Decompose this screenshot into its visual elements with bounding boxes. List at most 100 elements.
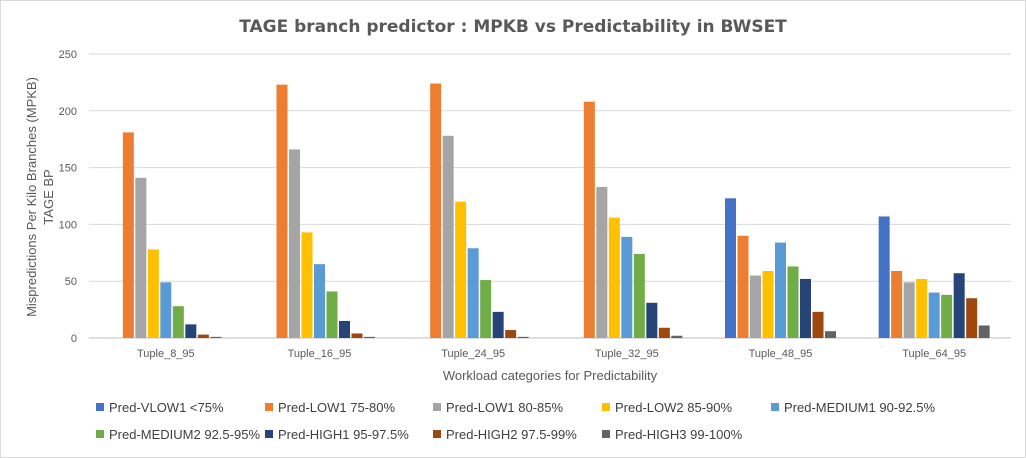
x-tick-label: Tuple_64_95 <box>902 348 966 360</box>
y-tick-label: 50 <box>65 276 77 288</box>
legend-item: Pred-MEDIUM2 92.5-95% <box>96 427 260 442</box>
legend-item: Pred-MEDIUM1 90-92.5% <box>771 400 935 415</box>
legend-item: Pred-HIGH1 95-97.5% <box>265 427 409 442</box>
legend-swatch <box>602 430 610 438</box>
chart-title: TAGE branch predictor : MPKB vs Predicta… <box>239 17 787 37</box>
bar <box>903 282 915 338</box>
bar <box>941 294 953 338</box>
x-tick-label: Tuple_16_95 <box>288 348 352 360</box>
y-tick-labels: 0 50 100 150 200 250 <box>59 49 77 345</box>
bar <box>339 320 350 338</box>
bar <box>351 333 363 338</box>
bar <box>812 311 824 338</box>
legend-swatch <box>602 403 610 411</box>
bar <box>147 249 159 338</box>
x-axis-label: Workload categories for Predictability <box>443 368 658 383</box>
legend-swatch <box>771 403 779 411</box>
legend-label: Pred-HIGH2 97.5-99% <box>446 427 577 442</box>
bar <box>633 253 645 338</box>
legend-item: Pred-LOW1 80-85% <box>433 400 563 415</box>
y-axis-label-secondary: TAGE BP <box>41 169 56 224</box>
bar <box>737 235 749 338</box>
bar <box>505 330 517 338</box>
bar <box>621 236 633 338</box>
bar <box>289 149 300 338</box>
y-axis-label: Mispredictions Per Kilo Branches (MPKB) <box>24 77 39 317</box>
legend-label: Pred-LOW1 80-85% <box>446 400 563 415</box>
legend-item: Pred-VLOW1 <75% <box>96 400 224 415</box>
legend-label: Pred-MEDIUM2 92.5-95% <box>109 427 260 442</box>
bar <box>978 325 990 338</box>
legend-item: Pred-LOW2 85-90% <box>602 400 732 415</box>
bar <box>787 266 799 338</box>
legend: Pred-VLOW1 <75% Pred-LOW1 75-80% Pred-LOW1… <box>96 400 935 442</box>
bar <box>583 101 595 338</box>
legend-label: Pred-LOW1 75-80% <box>278 400 395 415</box>
bar <box>492 311 504 338</box>
legend-item: Pred-LOW1 75-80% <box>265 400 395 415</box>
bar <box>800 278 811 338</box>
bar <box>878 216 890 338</box>
bar <box>596 186 608 338</box>
y-tick-label: 150 <box>59 163 77 175</box>
bar <box>210 336 222 338</box>
legend-swatch <box>96 430 104 438</box>
bar <box>314 264 325 338</box>
bar <box>916 278 928 338</box>
bar <box>671 335 683 338</box>
legend-label: Pred-LOW2 85-90% <box>615 400 732 415</box>
bar <box>455 201 467 338</box>
bar <box>172 306 184 338</box>
y-tick-label: 250 <box>59 49 77 61</box>
bar <box>185 324 197 338</box>
y-tick-label: 100 <box>59 219 77 231</box>
x-tick-label: Tuple_48_95 <box>749 348 813 360</box>
legend-item: Pred-HIGH3 99-100% <box>602 427 743 442</box>
bar <box>725 198 736 338</box>
bar <box>326 291 338 338</box>
legend-label: Pred-HIGH1 95-97.5% <box>278 427 409 442</box>
x-tick-label: Tuple_32_95 <box>595 348 659 360</box>
bar <box>430 83 442 338</box>
bar <box>442 135 454 338</box>
bar <box>928 292 940 338</box>
legend-swatch <box>433 430 441 438</box>
legend-label: Pred-HIGH3 99-100% <box>615 427 743 442</box>
bar <box>750 275 761 338</box>
bar <box>122 132 134 338</box>
bar <box>301 232 313 338</box>
bar <box>467 248 479 338</box>
legend-swatch <box>433 403 441 411</box>
y-tick-label: 0 <box>71 333 77 345</box>
bar <box>197 334 209 338</box>
bar <box>658 327 670 338</box>
bar <box>608 217 620 338</box>
bar <box>364 336 375 338</box>
bars <box>122 83 990 338</box>
legend-label: Pred-VLOW1 <75% <box>109 400 224 415</box>
legend-swatch <box>265 403 273 411</box>
bar <box>646 302 658 338</box>
bar <box>775 242 786 338</box>
legend-label: Pred-MEDIUM1 90-92.5% <box>784 400 935 415</box>
x-tick-labels: Tuple_8_95 Tuple_16_95 Tuple_24_95 Tuple_32… <box>137 348 966 360</box>
bar <box>160 282 172 338</box>
bar <box>825 331 836 338</box>
bar <box>762 270 774 338</box>
bar <box>480 280 492 338</box>
x-tick-label: Tuple_8_95 <box>137 348 195 360</box>
bar <box>276 84 288 338</box>
y-tick-label: 200 <box>59 106 77 118</box>
bar <box>966 298 978 338</box>
legend-swatch <box>265 430 273 438</box>
bar <box>953 273 965 338</box>
bar <box>891 270 903 338</box>
legend-swatch <box>96 403 104 411</box>
bar <box>517 336 529 338</box>
bar <box>135 177 147 338</box>
gridlines <box>89 53 1011 339</box>
x-tick-label: Tuple_24_95 <box>441 348 505 360</box>
legend-item: Pred-HIGH2 97.5-99% <box>433 427 577 442</box>
